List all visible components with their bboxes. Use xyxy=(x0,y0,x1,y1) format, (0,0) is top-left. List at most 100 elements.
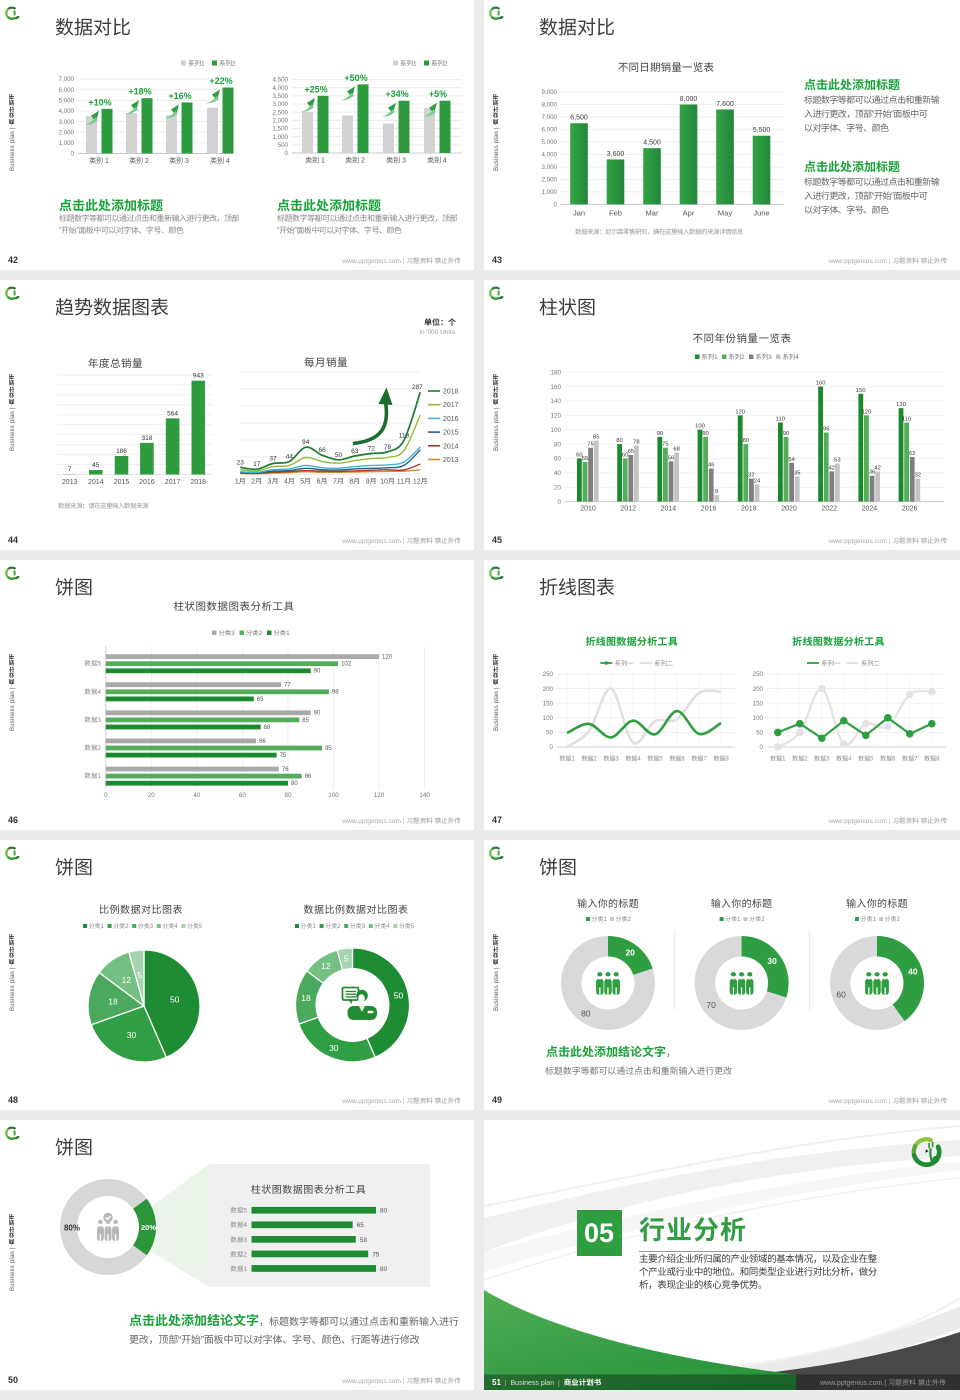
svg-text:80: 80 xyxy=(554,441,562,448)
svg-text:180: 180 xyxy=(550,369,561,376)
svg-text:70: 70 xyxy=(706,1000,716,1010)
svg-text:类别 3: 类别 3 xyxy=(169,157,189,165)
svg-text:85: 85 xyxy=(593,435,599,441)
svg-text:分类4: 分类4 xyxy=(374,922,390,930)
svg-text:类别 1: 类别 1 xyxy=(89,157,109,165)
svg-text:4,500: 4,500 xyxy=(643,140,661,147)
svg-text:系列1: 系列1 xyxy=(400,60,417,68)
svg-text:2024: 2024 xyxy=(862,506,878,513)
svg-text:分类1: 分类1 xyxy=(592,915,608,923)
svg-text:5月: 5月 xyxy=(300,478,311,486)
svg-text:分类1: 分类1 xyxy=(861,915,877,923)
svg-text:36: 36 xyxy=(869,470,875,476)
svg-text:68: 68 xyxy=(264,725,271,731)
svg-text:2014: 2014 xyxy=(88,479,104,486)
svg-text:数据6: 数据6 xyxy=(669,755,685,763)
svg-text:+16%: +16% xyxy=(168,91,191,101)
svg-text:2013: 2013 xyxy=(443,457,459,464)
svg-text:100: 100 xyxy=(695,424,705,430)
svg-text:3,500: 3,500 xyxy=(273,93,289,100)
svg-text:分类5: 分类5 xyxy=(399,922,415,930)
svg-text:200: 200 xyxy=(753,686,764,693)
svg-text:+25%: +25% xyxy=(304,84,327,94)
svg-text:1,000: 1,000 xyxy=(59,140,75,147)
svg-text:数据来源：请在这里输入数据来源: 数据来源：请在这里输入数据来源 xyxy=(58,502,149,510)
svg-text:95: 95 xyxy=(325,746,332,752)
svg-text:30: 30 xyxy=(127,1030,137,1040)
svg-text:系列二: 系列二 xyxy=(861,660,880,668)
svg-text:系列3: 系列3 xyxy=(756,353,773,361)
svg-text:10月: 10月 xyxy=(380,478,395,486)
svg-text:287: 287 xyxy=(412,384,423,391)
svg-text:类别 2: 类别 2 xyxy=(345,157,365,165)
svg-text:不同日期销量一览表: 不同日期销量一览表 xyxy=(618,62,715,74)
svg-text:May: May xyxy=(718,208,732,217)
svg-text:90: 90 xyxy=(702,431,708,437)
svg-text:分类1: 分类1 xyxy=(274,629,291,637)
svg-text:37: 37 xyxy=(269,456,277,463)
svg-text:66: 66 xyxy=(318,447,326,454)
svg-text:数据6: 数据6 xyxy=(880,755,896,763)
svg-text:0: 0 xyxy=(557,499,561,506)
svg-text:分类4: 分类4 xyxy=(162,922,178,930)
svg-text:2014: 2014 xyxy=(661,506,677,513)
svg-text:80: 80 xyxy=(380,1208,388,1215)
svg-text:42: 42 xyxy=(829,465,835,471)
svg-text:2016: 2016 xyxy=(139,479,155,486)
svg-text:系列2: 系列2 xyxy=(729,353,746,361)
svg-text:20: 20 xyxy=(625,948,635,958)
svg-text:60: 60 xyxy=(239,792,247,799)
svg-text:系列2: 系列2 xyxy=(219,60,236,68)
svg-text:分类2: 分类2 xyxy=(113,922,129,930)
svg-text:12: 12 xyxy=(122,975,132,985)
svg-text:120: 120 xyxy=(735,409,745,415)
svg-text:数据4: 数据4 xyxy=(84,688,101,696)
svg-text:Feb: Feb xyxy=(609,208,622,217)
svg-text:58: 58 xyxy=(360,1237,368,1244)
svg-text:Apr: Apr xyxy=(683,208,695,217)
svg-text:77: 77 xyxy=(284,683,291,689)
svg-text:40: 40 xyxy=(908,966,918,976)
svg-text:2,000: 2,000 xyxy=(542,177,558,184)
svg-text:46: 46 xyxy=(708,463,714,469)
svg-text:100: 100 xyxy=(543,715,554,722)
svg-text:1月: 1月 xyxy=(235,478,246,486)
svg-text:75: 75 xyxy=(280,753,287,759)
svg-text:98: 98 xyxy=(332,690,339,696)
svg-text:输入你的标题: 输入你的标题 xyxy=(846,898,908,910)
svg-text:系列1: 系列1 xyxy=(702,353,719,361)
svg-text:80: 80 xyxy=(616,438,622,444)
svg-text:20%: 20% xyxy=(141,1223,156,1232)
svg-text:62: 62 xyxy=(909,451,915,457)
svg-text:7,600: 7,600 xyxy=(716,101,734,108)
svg-text:1,000: 1,000 xyxy=(542,189,558,196)
svg-text:80: 80 xyxy=(743,438,749,444)
svg-text:数据5: 数据5 xyxy=(230,1207,247,1215)
svg-text:1,000: 1,000 xyxy=(273,134,289,141)
svg-text:数据4: 数据4 xyxy=(625,755,641,763)
svg-text:2,500: 2,500 xyxy=(273,109,289,116)
svg-text:50: 50 xyxy=(756,730,763,737)
svg-text:20: 20 xyxy=(148,792,156,799)
svg-text:8,000: 8,000 xyxy=(542,102,558,109)
svg-text:65: 65 xyxy=(628,449,634,455)
svg-text:90: 90 xyxy=(657,431,663,437)
svg-text:32: 32 xyxy=(915,473,921,479)
svg-text:44: 44 xyxy=(286,454,294,461)
svg-text:类别 1: 类别 1 xyxy=(305,157,325,165)
svg-text:80%: 80% xyxy=(64,1224,80,1233)
svg-text:数据4: 数据4 xyxy=(230,1221,247,1229)
svg-text:60: 60 xyxy=(836,990,846,1000)
svg-text:2017: 2017 xyxy=(165,479,181,486)
svg-text:7,000: 7,000 xyxy=(59,76,75,83)
svg-text:120: 120 xyxy=(550,413,561,420)
svg-text:110: 110 xyxy=(776,417,785,423)
svg-text:2,000: 2,000 xyxy=(273,118,289,125)
svg-text:24: 24 xyxy=(754,478,761,484)
svg-text:100: 100 xyxy=(753,715,764,722)
svg-text:6月: 6月 xyxy=(317,478,328,486)
svg-text:数据2: 数据2 xyxy=(84,744,101,752)
svg-text:系列一: 系列一 xyxy=(615,660,635,668)
svg-text:3,000: 3,000 xyxy=(273,101,289,108)
svg-text:65: 65 xyxy=(257,697,264,703)
